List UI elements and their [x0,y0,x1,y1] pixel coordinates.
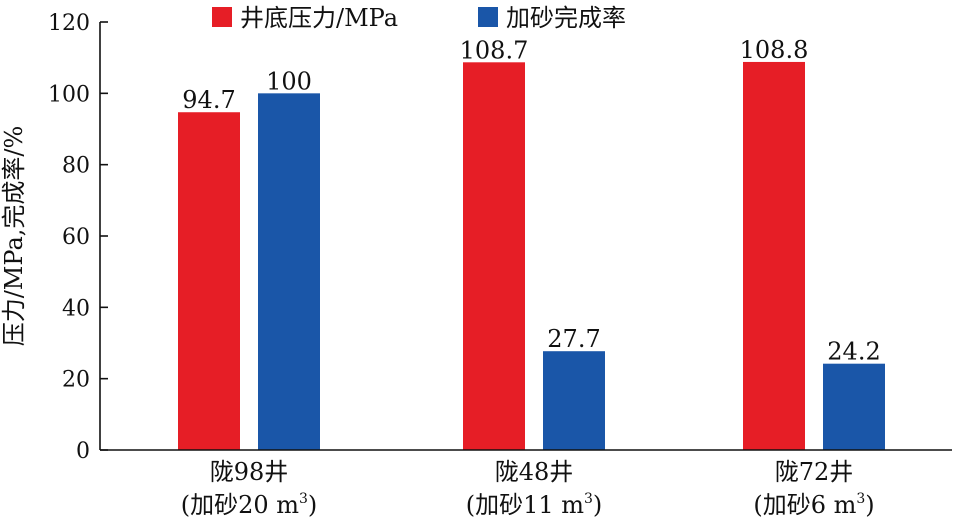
x-axis: 陇98井(加砂20 m3)陇48井(加砂11 m3)陇72井(加砂6 m3) [100,449,952,519]
x-tick-sublabel: (加砂6 m3) [753,491,874,519]
y-tick-label: 120 [48,11,90,36]
x-tick-sublabel-sup: 3 [856,491,865,507]
data-label: 100 [266,67,312,95]
x-tick-label: 陇72井 [775,458,854,486]
legend-swatch [478,7,498,27]
legend-label: 井底压力/MPa [240,4,398,32]
bar [178,112,240,450]
bars: 94.7 100 108.7 27.7 108.8 24.2 [178,36,885,451]
data-label: 27.7 [547,325,600,353]
x-tick-label: 陇98井 [210,458,289,486]
x-tick-sublabel-text: (加砂11 m [466,491,585,519]
bar [823,363,885,450]
data-label: 24.2 [827,338,880,366]
y-tick-label: 40 [62,296,90,321]
x-tick-sublabel-sup: 3 [584,491,593,507]
bar [463,62,525,450]
legend-label: 加砂完成率 [506,4,626,32]
x-tick-label: 陇48井 [495,458,574,486]
x-tick-sublabel-text: (加砂20 m [181,491,300,519]
data-label: 94.7 [182,86,235,114]
x-tick-sublabel: (加砂20 m3) [181,491,318,519]
y-tick-label: 80 [62,154,90,179]
y-tick-label: 60 [62,225,90,250]
x-tick-sublabel-close: ) [593,491,602,519]
x-tick-sublabel-close: ) [308,491,317,519]
x-tick-sublabel-text: (加砂6 m [753,491,856,519]
y-tick-label: 20 [62,368,90,393]
bar [543,351,605,450]
y-axis: 0 20 40 60 80 100 120 [48,11,108,464]
bar [743,61,805,451]
y-axis-label: 压力/MPa,完成率/% [0,126,28,347]
x-tick-sublabel-sup: 3 [299,491,308,507]
legend-swatch [212,7,232,27]
y-tick-label: 0 [76,439,90,464]
bar [258,93,320,450]
x-tick-sublabel-close: ) [865,491,874,519]
y-tick-label: 100 [48,82,90,107]
data-label: 108.8 [740,36,809,64]
legend: 井底压力/MPa 加砂完成率 [212,4,626,32]
data-label: 108.7 [460,36,529,64]
x-tick-sublabel: (加砂11 m3) [466,491,603,519]
